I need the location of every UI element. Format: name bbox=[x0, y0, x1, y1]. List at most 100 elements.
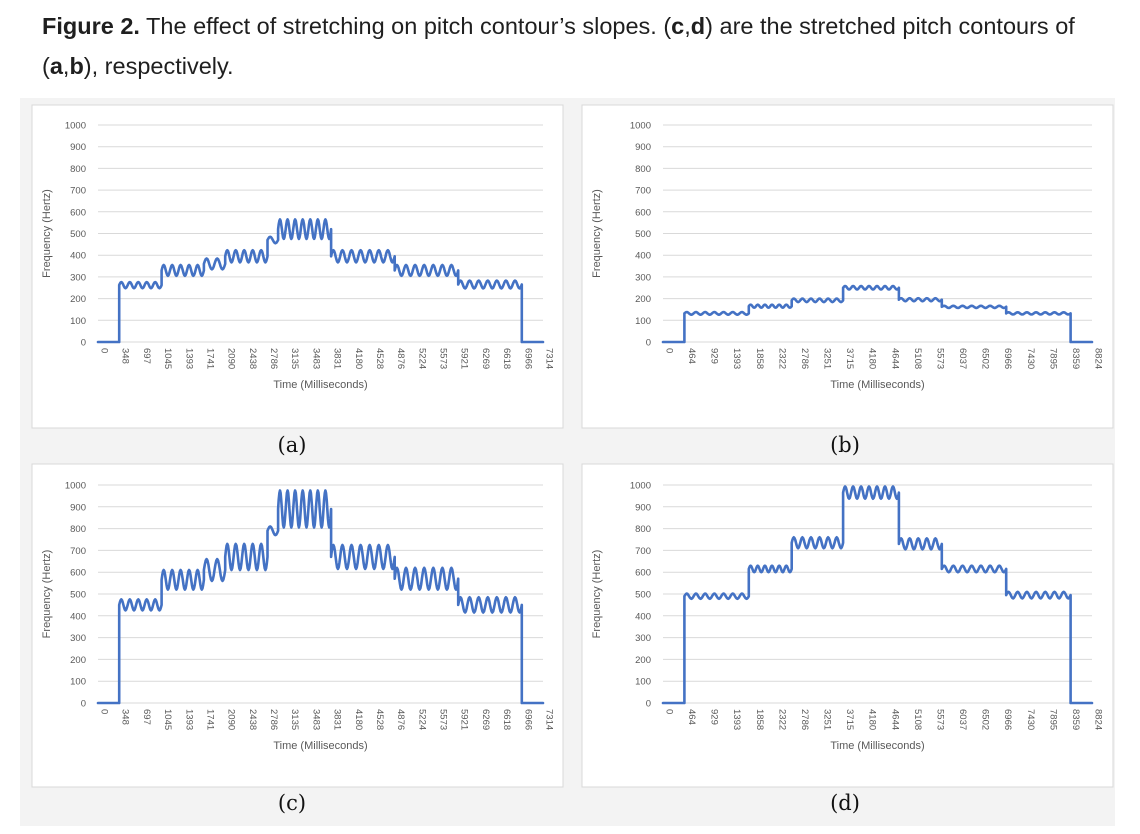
x-tick-label-c: 7314 bbox=[544, 709, 555, 730]
caption-text-1: The effect of stretching on pitch contou… bbox=[139, 13, 672, 39]
y-tick-label-a: 800 bbox=[70, 164, 86, 175]
x-tick-label-d: 1858 bbox=[754, 709, 765, 730]
y-tick-label-a: 400 bbox=[70, 251, 86, 262]
y-tick-label-a: 200 bbox=[70, 294, 86, 305]
x-tick-label-d: 1393 bbox=[731, 709, 742, 730]
x-tick-label-d: 6037 bbox=[957, 709, 968, 730]
y-tick-label-a: 600 bbox=[70, 207, 86, 218]
panel-label-a: (a) bbox=[277, 433, 307, 457]
x-tick-label-d: 464 bbox=[686, 709, 697, 725]
x-tick-label-d: 5573 bbox=[934, 709, 945, 730]
y-tick-label-b: 700 bbox=[635, 186, 651, 197]
caption-comma-2: , bbox=[62, 53, 70, 79]
x-tick-label-b: 5573 bbox=[934, 348, 945, 369]
x-tick-label-d: 7895 bbox=[1047, 709, 1058, 730]
chart-frame-d bbox=[581, 463, 1114, 788]
pitch-line-b bbox=[661, 284, 1094, 344]
chart-panel-b: 0 100 200 300 400 500 600 700 800 900 1000 0 464 929 1… bbox=[581, 104, 1114, 429]
x-tick-label-a: 1741 bbox=[204, 348, 215, 369]
x-tick-label-b: 464 bbox=[686, 348, 697, 364]
x-tick-label-a: 1393 bbox=[183, 348, 194, 369]
x-tick-label-d: 3715 bbox=[844, 709, 855, 730]
x-tick-label-b: 1858 bbox=[754, 348, 765, 369]
x-tick-label-c: 3483 bbox=[310, 709, 321, 730]
chart-frame-a bbox=[31, 104, 564, 429]
x-tick-label-c: 1393 bbox=[183, 709, 194, 730]
x-tick-label-b: 4180 bbox=[867, 348, 878, 369]
y-tick-label-c: 300 bbox=[70, 633, 86, 644]
x-tick-label-a: 4180 bbox=[353, 348, 364, 369]
chart-panel-d: 0 100 200 300 400 500 600 700 800 900 1000 0 464 929 1… bbox=[581, 463, 1114, 788]
x-tick-label-c: 2786 bbox=[268, 709, 279, 730]
x-tick-label-d: 4180 bbox=[867, 709, 878, 730]
y-tick-label-a: 500 bbox=[70, 229, 86, 240]
y-tick-label-b: 400 bbox=[635, 251, 651, 262]
caption-ref-c: c bbox=[671, 13, 685, 39]
x-tick-label-d: 2322 bbox=[776, 709, 787, 730]
x-tick-label-d: 929 bbox=[709, 709, 720, 725]
figure-caption: Figure 2. The effect of stretching on pi… bbox=[42, 6, 1102, 86]
x-tick-label-d: 5108 bbox=[912, 709, 923, 730]
y-tick-label-d: 200 bbox=[635, 655, 651, 666]
x-tick-label-d: 2786 bbox=[799, 709, 810, 730]
y-tick-label-c: 1000 bbox=[65, 481, 86, 492]
y-axis-title-d: Frequency (Hertz) bbox=[591, 550, 603, 639]
x-tick-label-d: 6502 bbox=[980, 709, 991, 730]
y-tick-label-b: 200 bbox=[635, 294, 651, 305]
x-tick-label-b: 2786 bbox=[799, 348, 810, 369]
y-tick-label-c: 0 bbox=[81, 699, 86, 710]
x-tick-label-a: 348 bbox=[120, 348, 131, 364]
y-tick-label-c: 900 bbox=[70, 502, 86, 513]
pitch-line-d bbox=[661, 485, 1094, 705]
x-tick-label-c: 1045 bbox=[162, 709, 173, 730]
x-tick-label-a: 5224 bbox=[416, 348, 427, 369]
chart-panel-a: 0 100 200 300 400 500 600 700 800 900 1000 0 348 697 1… bbox=[31, 104, 564, 429]
x-axis-title-a: Time (Milliseconds) bbox=[273, 379, 367, 391]
y-tick-label-d: 600 bbox=[635, 568, 651, 579]
x-axis-title-c: Time (Milliseconds) bbox=[273, 740, 367, 752]
caption-ref-a: a bbox=[49, 53, 63, 79]
y-tick-label-a: 100 bbox=[70, 316, 86, 327]
x-tick-label-c: 697 bbox=[141, 709, 152, 725]
x-tick-label-c: 6618 bbox=[501, 709, 512, 730]
x-tick-label-a: 0 bbox=[99, 348, 110, 353]
y-tick-label-d: 900 bbox=[635, 502, 651, 513]
x-tick-label-a: 7314 bbox=[544, 348, 555, 369]
x-tick-label-b: 3715 bbox=[844, 348, 855, 369]
caption-ref-b: b bbox=[69, 53, 84, 79]
y-tick-label-d: 700 bbox=[635, 546, 651, 557]
x-tick-label-c: 4876 bbox=[395, 709, 406, 730]
x-tick-label-d: 6966 bbox=[1002, 709, 1013, 730]
x-tick-label-c: 3831 bbox=[332, 709, 343, 730]
y-tick-label-d: 500 bbox=[635, 590, 651, 601]
x-tick-label-c: 5573 bbox=[438, 709, 449, 730]
panel-label-b: (b) bbox=[830, 433, 860, 457]
x-tick-label-a: 5573 bbox=[438, 348, 449, 369]
x-tick-label-c: 6966 bbox=[522, 709, 533, 730]
chart-panel-c: 0 100 200 300 400 500 600 700 800 900 1000 0 348 697 1… bbox=[31, 463, 564, 788]
x-tick-label-b: 6502 bbox=[980, 348, 991, 369]
x-tick-label-d: 7430 bbox=[1025, 709, 1036, 730]
x-tick-label-b: 8824 bbox=[1093, 348, 1104, 369]
x-tick-label-a: 3135 bbox=[289, 348, 300, 369]
y-tick-label-d: 300 bbox=[635, 633, 651, 644]
x-tick-label-a: 6618 bbox=[501, 348, 512, 369]
x-tick-label-c: 2438 bbox=[247, 709, 258, 730]
x-tick-label-b: 929 bbox=[709, 348, 720, 364]
x-axis-title-d: Time (Milliseconds) bbox=[830, 740, 924, 752]
x-tick-label-b: 0 bbox=[664, 348, 675, 353]
y-tick-label-d: 100 bbox=[635, 677, 651, 688]
x-tick-label-b: 5108 bbox=[912, 348, 923, 369]
x-tick-label-a: 6966 bbox=[522, 348, 533, 369]
x-tick-label-a: 2438 bbox=[247, 348, 258, 369]
x-tick-label-a: 2786 bbox=[268, 348, 279, 369]
y-tick-label-b: 1000 bbox=[630, 121, 651, 132]
x-tick-label-b: 6037 bbox=[957, 348, 968, 369]
x-tick-label-d: 4644 bbox=[889, 709, 900, 730]
y-tick-label-d: 800 bbox=[635, 524, 651, 535]
chart-frame-b bbox=[581, 104, 1114, 429]
x-tick-label-c: 5224 bbox=[416, 709, 427, 730]
y-tick-label-d: 0 bbox=[646, 699, 651, 710]
x-tick-label-a: 2090 bbox=[226, 348, 237, 369]
y-axis-title-c: Frequency (Hertz) bbox=[41, 550, 53, 639]
